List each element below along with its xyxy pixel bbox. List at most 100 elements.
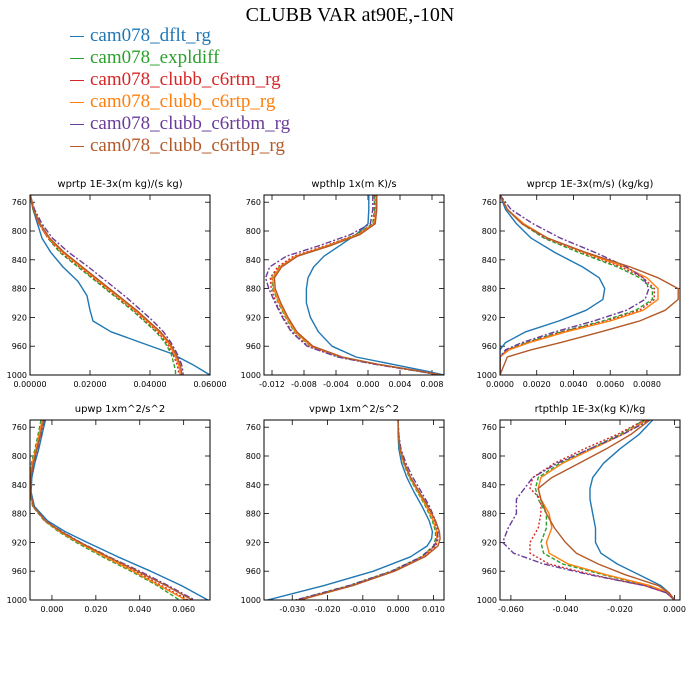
x-tick-label: 0.040 [128,605,151,614]
series-line [30,420,209,600]
y-tick-label: 1000 [241,596,261,605]
series-line [500,195,606,375]
series-line [30,420,189,600]
plot-frame [29,419,211,601]
y-tick-label: 960 [12,567,27,576]
series-line [500,195,659,375]
y-tick-label: 840 [12,481,27,490]
x-tick-label: 0.000 [40,605,63,614]
legend-entry: cam078_clubb_c6rtbp_rg [70,135,290,157]
x-tick-label: 0.004 [389,380,412,389]
x-tick-label: -0.008 [291,380,317,389]
series-group [30,195,210,375]
legend-swatch [70,123,84,125]
legend-swatch [70,57,84,59]
y-tick-label: 760 [482,423,497,432]
x-tick-label: -0.010 [350,605,376,614]
y-tick-label: 1000 [7,596,27,605]
series-line [272,195,441,375]
x-tick-label: 0.04000 [133,380,166,389]
x-tick-label: 0.0040 [559,380,587,389]
legend-entry: cam078_clubb_c6rtbm_rg [70,113,290,135]
series-line [299,420,441,600]
series-group [500,195,679,375]
series-line [30,195,183,375]
y-tick-label: 800 [12,227,27,236]
series-line [30,195,184,375]
series-line [589,420,676,600]
series-line [537,420,676,600]
series-line [30,420,180,600]
y-tick-label: 960 [12,342,27,351]
panel-title: wprtp 1E-3x(m kg)/(s kg) [57,179,182,190]
panel-title: upwp 1xm^2/s^2 [75,404,165,415]
x-tick-label: -0.040 [553,605,579,614]
x-tick-label: -0.004 [323,380,349,389]
series-line [264,195,440,375]
legend: cam078_dflt_rg cam078_expldiff cam078_cl… [70,25,290,157]
series-line [500,195,650,375]
x-tick-label: 0.0080 [633,380,661,389]
x-tick-label: 0.0000 [486,380,514,389]
y-tick-label: 880 [246,285,261,294]
y-tick-label: 840 [246,481,261,490]
series-line [500,195,655,375]
series-group [264,195,444,375]
panel: wpthlp 1x(m K)/s7608008408809209601000-0… [241,179,445,389]
y-tick-label: 760 [246,198,261,207]
series-line [271,195,441,375]
x-tick-label: 0.060 [172,605,195,614]
series-line [269,195,441,375]
x-tick-label: 0.02000 [73,380,106,389]
y-tick-label: 960 [482,342,497,351]
x-tick-label: -0.060 [498,605,524,614]
panel-title: wprcp 1E-3x(m/s) (kg/kg) [527,179,654,190]
y-tick-label: 800 [12,452,27,461]
series-line [30,420,195,600]
y-tick-label: 840 [246,256,261,265]
legend-label: cam078_clubb_c6rtbp_rg [90,135,285,156]
y-tick-label: 760 [246,423,261,432]
x-tick-label: 0.008 [421,380,444,389]
x-tick-label: 0.000 [387,605,410,614]
legend-swatch [70,145,84,147]
series-line [30,420,193,600]
y-tick-label: 800 [482,227,497,236]
x-tick-label: -0.012 [259,380,285,389]
legend-label: cam078_clubb_c6rtm_rg [90,69,281,90]
legend-label: cam078_expldiff [90,47,220,68]
panel: wprcp 1E-3x(m/s) (kg/kg) 760 800 840 880 920 9… [477,179,681,389]
x-tick-label: -0.020 [607,605,633,614]
series-line [273,195,442,375]
panel: wprtp 1E-3x(m kg)/(s kg) 760 800 840 880 920 9… [7,179,227,389]
y-tick-label: 880 [246,510,261,519]
panel: vpwp 1xm^2/s^2 760 800 840 880 920 960 1000 -0.0… [241,404,445,614]
series-line [537,420,676,600]
x-tick-label: -0.020 [315,605,341,614]
legend-swatch [70,35,84,37]
y-tick-label: 880 [482,285,497,294]
y-tick-label: 960 [246,567,261,576]
y-tick-label: 840 [482,256,497,265]
legend-entry: cam078_expldiff [70,47,290,69]
series-line [500,195,679,375]
y-tick-label: 920 [482,313,497,322]
series-line [30,420,187,600]
panel-title: wpthlp 1x(m K)/s [311,179,396,190]
y-tick-label: 760 [482,198,497,207]
plot-frame [29,194,211,376]
legend-swatch [70,101,84,103]
x-tick-label: 0.00000 [13,380,46,389]
x-tick-label: 0.06000 [193,380,226,389]
y-tick-label: 1000 [7,371,27,380]
y-tick-label: 920 [12,313,27,322]
y-tick-label: 1000 [477,596,497,605]
y-tick-label: 1000 [241,371,261,380]
series-group [30,420,209,600]
legend-entry: cam078_dflt_rg [70,25,290,47]
series-line [502,420,675,600]
panel-title: rtpthlp 1E-3x(kg K)/kg [535,404,646,415]
y-tick-label: 800 [246,452,261,461]
y-tick-label: 960 [482,567,497,576]
y-tick-label: 800 [246,227,261,236]
